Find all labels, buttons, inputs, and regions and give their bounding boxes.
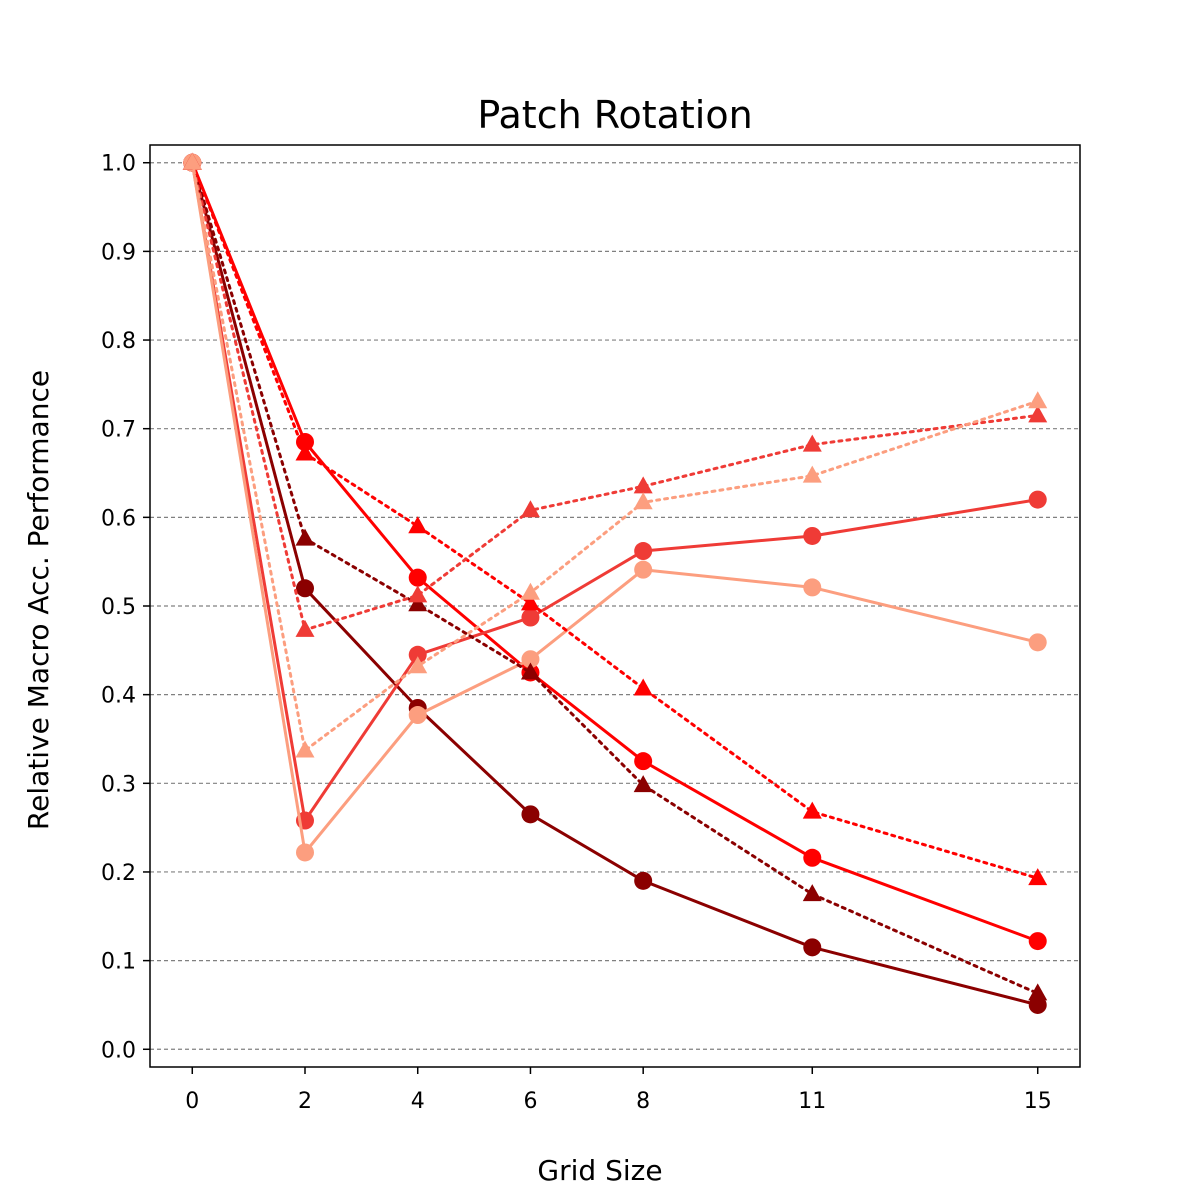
data-point xyxy=(1028,490,1047,509)
data-point xyxy=(296,432,314,451)
data-point xyxy=(802,465,822,483)
data-point xyxy=(408,594,428,612)
data-point xyxy=(295,740,315,758)
y-tick-label: 0.8 xyxy=(101,329,136,354)
data-point xyxy=(1028,932,1047,951)
series-line xyxy=(190,162,1039,1007)
series-7 xyxy=(182,152,1048,637)
data-point xyxy=(633,476,653,494)
data-point xyxy=(520,582,540,600)
data-point xyxy=(182,152,202,170)
data-point xyxy=(803,578,822,597)
y-tick-label: 0.2 xyxy=(101,861,136,886)
y-axis-label: Relative Macro Acc. Performance xyxy=(22,370,55,830)
series-line xyxy=(190,162,1039,943)
data-point xyxy=(1028,405,1048,423)
data-point xyxy=(295,528,315,546)
data-point xyxy=(408,645,427,664)
series-3 xyxy=(183,153,1047,830)
x-tick-label: 8 xyxy=(636,1089,650,1114)
data-point xyxy=(634,752,653,771)
x-tick-label: 11 xyxy=(798,1089,826,1114)
data-point xyxy=(633,775,653,793)
x-tick-label: 15 xyxy=(1024,1089,1052,1114)
data-point xyxy=(520,662,540,680)
y-tick-label: 0.9 xyxy=(101,240,136,265)
series-line xyxy=(190,162,1039,854)
y-tick-label: 0.4 xyxy=(101,684,136,709)
data-point xyxy=(1028,983,1048,1001)
data-point xyxy=(1028,868,1048,886)
data-point xyxy=(1028,391,1048,409)
series-layer xyxy=(182,152,1048,1014)
series-5 xyxy=(182,152,1048,1001)
series-line xyxy=(190,161,1040,995)
data-point xyxy=(521,650,540,669)
series-line xyxy=(190,161,1040,632)
data-point xyxy=(408,585,428,603)
data-point xyxy=(296,843,314,862)
x-tick-label: 2 xyxy=(298,1089,312,1114)
data-point xyxy=(803,526,822,545)
y-tick-label: 0.3 xyxy=(101,772,136,797)
data-point xyxy=(1028,633,1047,652)
y-tick-label: 1.0 xyxy=(101,152,136,177)
data-point xyxy=(295,443,315,461)
data-point xyxy=(521,608,540,627)
data-point xyxy=(633,678,653,696)
x-tick-label: 0 xyxy=(185,1089,199,1114)
data-point xyxy=(296,579,314,598)
chart-title: Patch Rotation xyxy=(477,93,752,137)
data-point xyxy=(521,805,540,824)
data-point xyxy=(803,848,822,867)
data-point xyxy=(408,568,427,587)
y-tick-label: 0.7 xyxy=(101,418,136,443)
data-point xyxy=(520,500,540,518)
data-point xyxy=(634,871,653,890)
y-tick-label: 0.1 xyxy=(101,950,136,975)
grid-lines xyxy=(150,162,1080,1050)
data-point xyxy=(408,656,428,674)
data-point xyxy=(520,593,540,611)
series-2 xyxy=(183,153,1047,951)
data-point xyxy=(634,542,653,561)
axis-ticks: 0.0 0.1 0.2 0.3 0.4 0.5 0.6 0.7 0.8 0.9 1.0 0 2 4 6 8 11… xyxy=(101,152,1052,1114)
series-4 xyxy=(183,153,1047,862)
data-point xyxy=(634,560,653,579)
series-8 xyxy=(182,152,1048,758)
y-tick-label: 0.0 xyxy=(101,1038,136,1063)
data-point xyxy=(802,801,822,819)
x-tick-label: 4 xyxy=(411,1089,425,1114)
data-point xyxy=(295,619,315,637)
series-1 xyxy=(183,153,1047,1014)
data-point xyxy=(1028,995,1047,1014)
data-point xyxy=(408,706,427,725)
y-tick-label: 0.5 xyxy=(101,595,136,620)
data-point xyxy=(408,516,428,534)
data-point xyxy=(803,938,822,957)
y-tick-label: 0.6 xyxy=(101,506,136,531)
x-axis-label: Grid Size xyxy=(537,1154,662,1187)
data-point xyxy=(802,884,822,902)
x-tick-label: 6 xyxy=(523,1089,537,1114)
data-point xyxy=(802,434,822,452)
data-point xyxy=(633,492,653,510)
